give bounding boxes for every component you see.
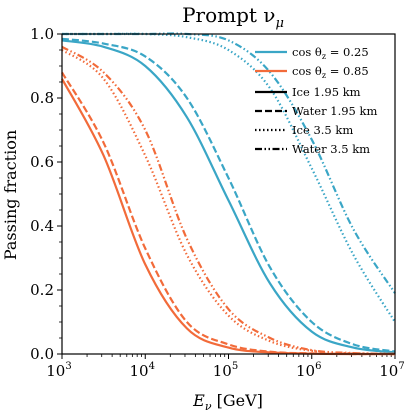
series-line-ice-3.5km-cos0.25 xyxy=(62,32,396,323)
legend-label: Ice 3.5 km xyxy=(292,123,353,137)
y-axis-label: Passing fraction xyxy=(1,130,20,260)
series-line-ice-1.95km-cos0.85 xyxy=(61,78,396,356)
legend-label: cos θz = 0.25 xyxy=(292,45,369,61)
axis-ticks: 103 104 105 106 107 0.0 0.2 0.4 0.6 0.8 1.0 xyxy=(30,25,405,380)
y-tick-label: 0.8 xyxy=(30,89,54,107)
x-tick-label: 107 xyxy=(379,361,404,380)
x-axis-label: Eν [GeV] xyxy=(192,391,263,413)
series-line-water-1.95km-cos0.25 xyxy=(61,37,396,353)
series-line-ice-1.95km-cos0.25 xyxy=(61,39,396,354)
y-tick-label: 0.0 xyxy=(30,345,54,363)
x-tick-label: 106 xyxy=(296,361,321,380)
legend-label: Water 1.95 km xyxy=(292,104,377,118)
y-tick-label: 0.2 xyxy=(30,281,54,299)
series-lines xyxy=(61,32,396,356)
legend-label: cos θz = 0.85 xyxy=(292,64,369,80)
y-tick-label: 0.6 xyxy=(30,153,54,171)
series-line-water-3.5km-cos0.85 xyxy=(61,45,396,356)
x-tick-label: 104 xyxy=(130,361,155,380)
plot-frame xyxy=(61,33,396,355)
legend-label: Water 3.5 km xyxy=(292,142,370,156)
x-tick-label: 103 xyxy=(46,361,71,380)
chart-title: Prompt νμ xyxy=(182,3,284,31)
y-tick-label: 0.4 xyxy=(30,217,54,235)
legend: cos θz = 0.25 cos θz = 0.85 Ice 1.95 km Wat… xyxy=(255,45,377,156)
y-tick-label: 1.0 xyxy=(30,25,54,43)
legend-label: Ice 1.95 km xyxy=(292,85,361,99)
x-tick-label: 105 xyxy=(213,361,238,380)
